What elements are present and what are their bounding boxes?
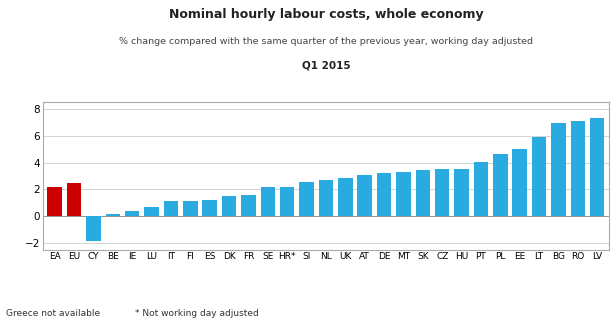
Bar [125,211,140,216]
Bar [590,118,605,216]
Bar [261,188,275,216]
Bar [300,182,314,216]
Text: Greece not available: Greece not available [6,309,100,318]
Bar [338,178,352,216]
Bar [532,137,546,216]
Text: * Not working day adjusted: * Not working day adjusted [135,309,259,318]
Bar [241,196,256,216]
Bar [493,154,507,216]
Bar [551,123,566,216]
Bar [454,169,469,216]
Bar [164,201,178,216]
Bar [67,183,81,216]
Bar [222,196,236,216]
Bar [512,148,527,216]
Bar [183,201,197,216]
Bar [47,188,62,216]
Text: Nominal hourly labour costs, whole economy: Nominal hourly labour costs, whole econo… [169,8,483,21]
Bar [319,180,333,216]
Bar [416,170,430,216]
Text: Q1 2015: Q1 2015 [301,61,351,71]
Bar [86,216,101,241]
Bar [377,173,391,216]
Bar [202,200,217,216]
Bar [280,187,295,216]
Text: % change compared with the same quarter of the previous year, working day adjust: % change compared with the same quarter … [119,37,533,46]
Bar [396,172,411,216]
Bar [106,214,120,216]
Bar [357,175,372,216]
Bar [571,121,585,216]
Bar [145,207,159,216]
Bar [474,162,488,216]
Bar [435,169,450,216]
